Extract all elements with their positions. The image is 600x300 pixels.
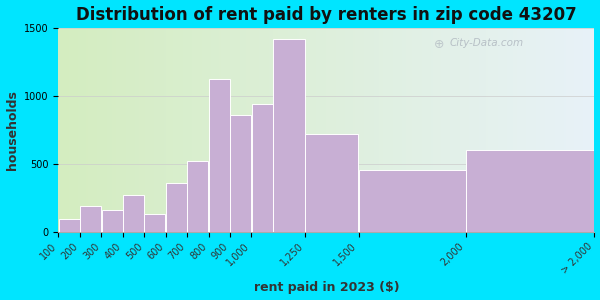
X-axis label: rent paid in 2023 ($): rent paid in 2023 ($): [254, 281, 399, 294]
Bar: [230, 115, 251, 232]
Title: Distribution of rent paid by renters in zip code 43207: Distribution of rent paid by renters in …: [76, 6, 577, 24]
Bar: [123, 195, 144, 232]
Bar: [466, 150, 594, 232]
Bar: [273, 39, 305, 232]
Bar: [80, 206, 101, 232]
Text: ⊕: ⊕: [434, 38, 444, 51]
Bar: [209, 80, 230, 232]
Bar: [305, 134, 358, 232]
Bar: [166, 183, 187, 232]
Text: City-Data.com: City-Data.com: [450, 38, 524, 48]
Bar: [359, 170, 466, 232]
Bar: [187, 161, 208, 232]
Bar: [101, 211, 122, 232]
Y-axis label: households: households: [5, 90, 19, 170]
Bar: [145, 214, 166, 232]
Bar: [59, 219, 80, 232]
Bar: [251, 104, 272, 232]
